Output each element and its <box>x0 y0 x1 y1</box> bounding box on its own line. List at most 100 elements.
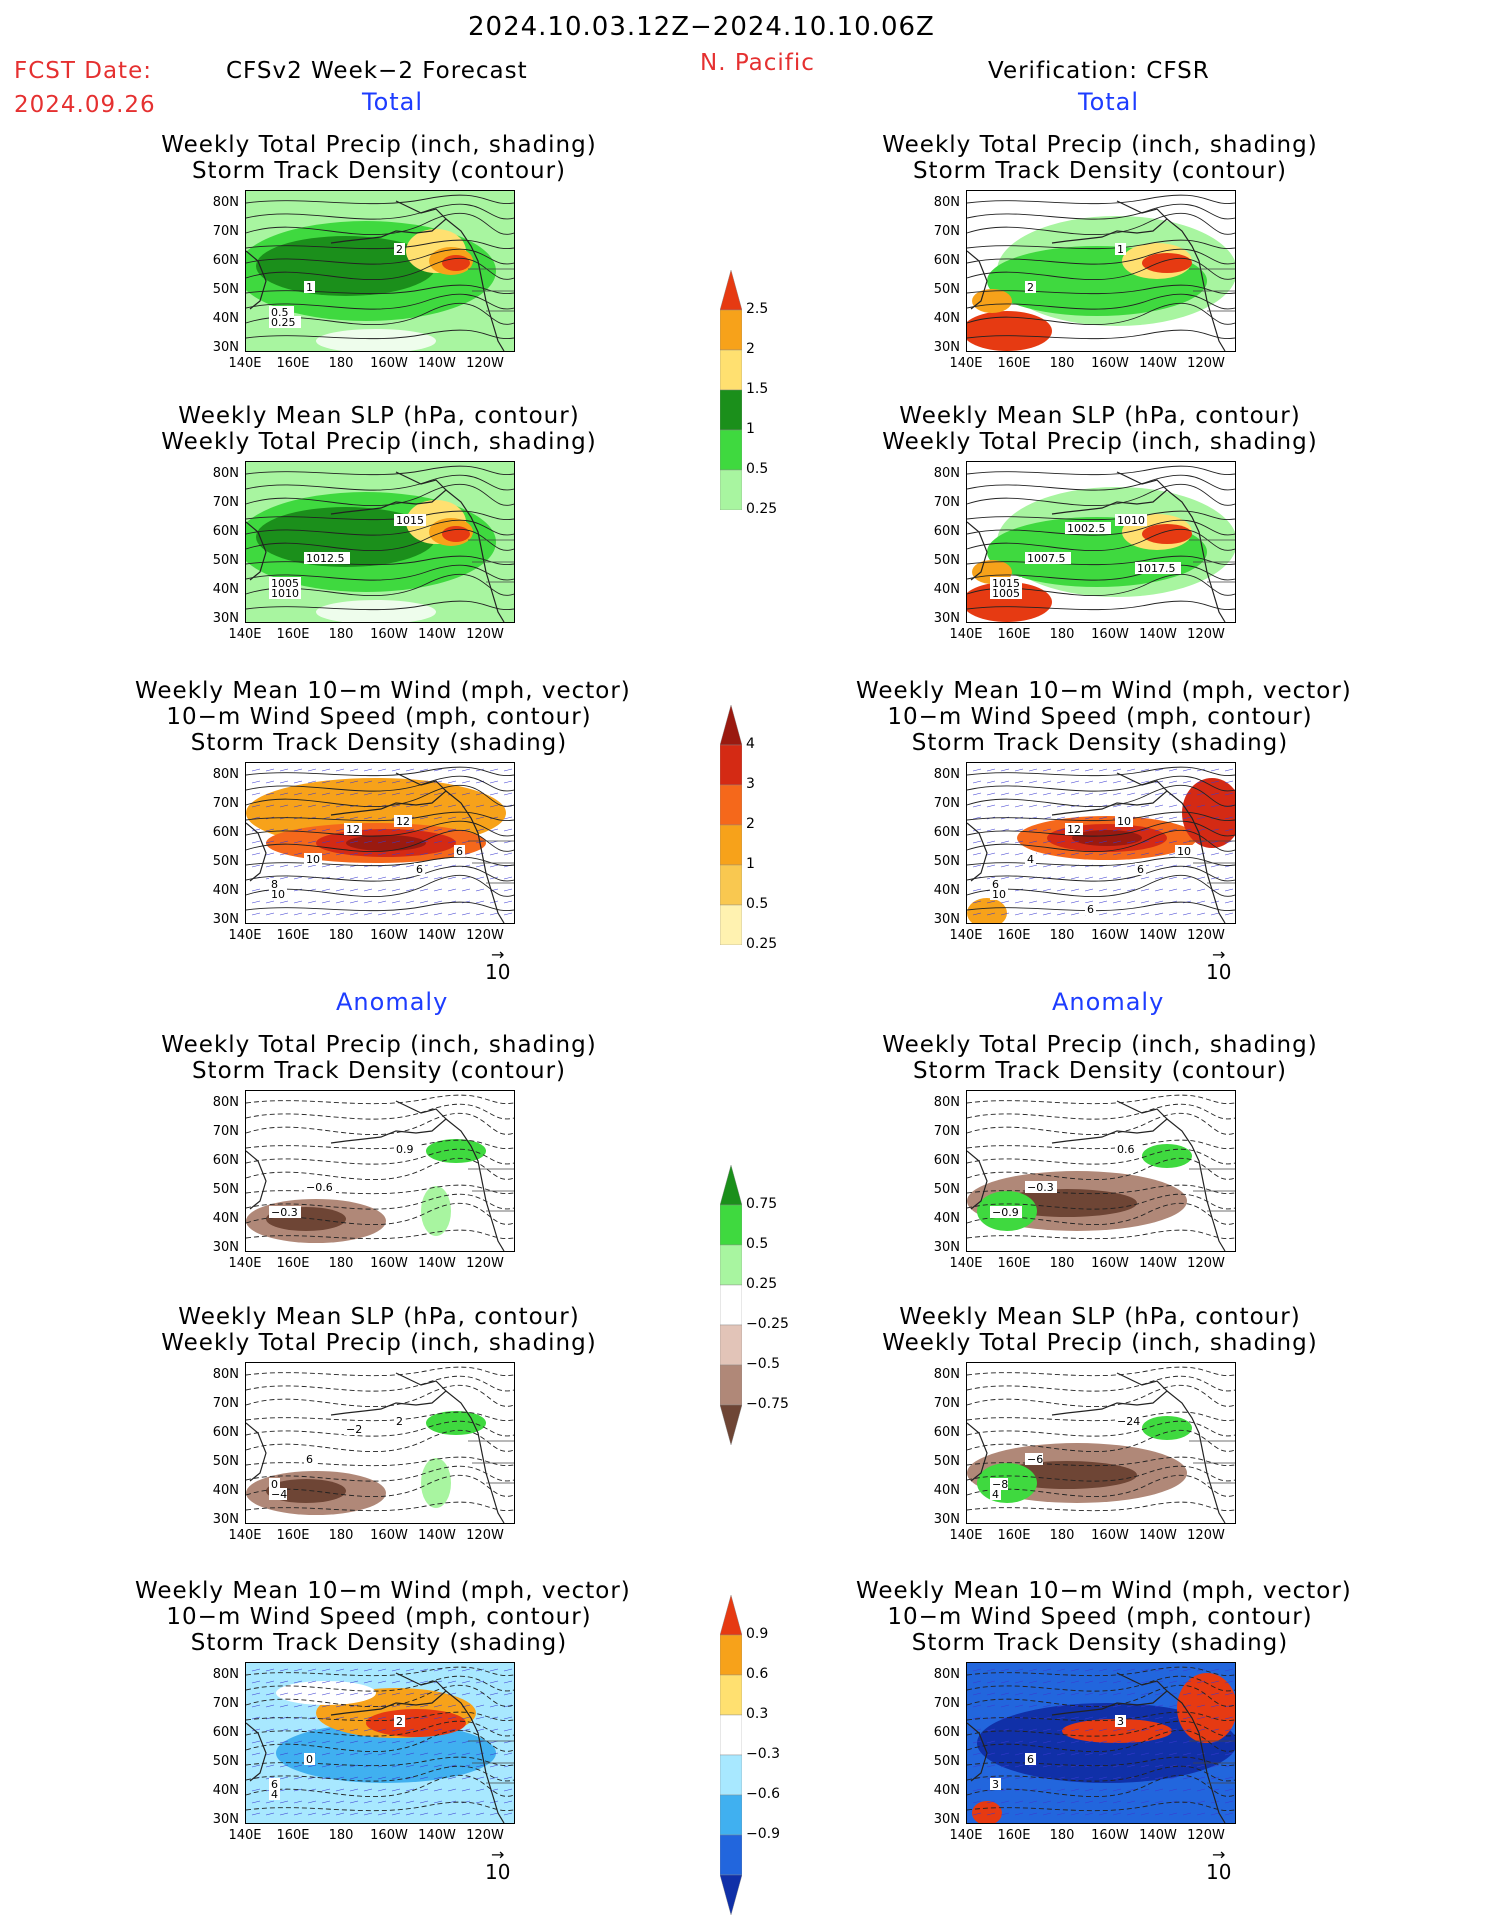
wind-vector <box>1154 900 1164 904</box>
wind-vector <box>1014 1692 1024 1696</box>
lon-tick-label: 140E <box>228 356 262 371</box>
wind-vector <box>1084 1668 1094 1672</box>
forecast-wind-storm-title-line: 10−m Wind Speed (mph, contour) <box>166 704 592 730</box>
wind-vector <box>1154 816 1164 820</box>
wind-vector <box>489 768 499 772</box>
lat-tick-label: 80N <box>933 767 960 782</box>
wind-vector <box>1084 852 1094 856</box>
lat-tick-label: 50N <box>933 553 960 568</box>
wind-vector <box>1112 1668 1122 1672</box>
contour-label-bg <box>1115 1715 1126 1727</box>
wind-vector <box>1098 1668 1108 1672</box>
wind-vector <box>293 780 303 784</box>
verification-precip-storm-anomaly-contour-label: −0.9 <box>992 1206 1019 1219</box>
wind-vector <box>1056 1740 1066 1744</box>
wind-vector <box>489 1812 499 1816</box>
wind-vector <box>986 1752 996 1756</box>
lon-tick-label: 160W <box>1091 627 1129 642</box>
wind-vector <box>349 1728 359 1732</box>
wind-vector <box>349 1680 359 1684</box>
wind-vector <box>433 804 443 808</box>
precip-fill-max <box>1142 253 1192 273</box>
wind-vector <box>433 840 443 844</box>
wind-vector <box>461 1776 471 1780</box>
contour-line <box>246 1729 514 1752</box>
wind-vector <box>293 1812 303 1816</box>
coastline-asia <box>967 521 988 581</box>
wind-vector <box>1196 1716 1206 1720</box>
wind-vector <box>503 876 513 880</box>
wind-vector <box>972 1740 982 1744</box>
wind-vector <box>1070 780 1080 784</box>
wind-vector <box>1140 1716 1150 1720</box>
precip-total-colorbar-swatch <box>719 429 743 471</box>
wind-vector <box>1126 1668 1136 1672</box>
wind-vector <box>265 1740 275 1744</box>
verification-slp-precip-anomaly-map: −24 −6 −8 4 <box>966 1362 1236 1524</box>
coastline-asia <box>967 1722 988 1782</box>
contour-line <box>967 212 1235 235</box>
wind-vector <box>265 1704 275 1708</box>
precip-fill-max-sw <box>967 582 1052 622</box>
contour-line <box>246 329 514 340</box>
wind-vector <box>1084 1776 1094 1780</box>
contour-line <box>246 1756 514 1767</box>
wind-vector <box>1070 1776 1080 1780</box>
contour-line <box>967 302 1235 325</box>
wind-vector <box>1154 1776 1164 1780</box>
wind-vector <box>503 780 513 784</box>
wind-vector <box>1042 900 1052 904</box>
coastline-west-coast <box>1166 1118 1226 1251</box>
contour-line <box>967 1157 1235 1180</box>
wind-vector <box>1014 900 1024 904</box>
wind-vector <box>363 1752 373 1756</box>
wind-vector <box>1154 1812 1164 1816</box>
contour-line <box>967 1103 1235 1120</box>
wind-vector <box>1154 888 1164 892</box>
contour-label-bg <box>1115 243 1126 255</box>
lat-tick-label: 40N <box>933 311 960 326</box>
wind-vector <box>1154 1704 1164 1708</box>
storm-anomaly-colorbar-label: −0.9 <box>746 1826 780 1842</box>
lon-tick-label: 120W <box>1187 356 1225 371</box>
verification-slp-precip-contour-label: 1010 <box>1117 514 1145 527</box>
lon-tick-label: 120W <box>1187 627 1225 642</box>
wind-vector <box>433 912 443 916</box>
wind-vector <box>377 1788 387 1792</box>
contour-line <box>967 528 1235 551</box>
lat-tick-label: 70N <box>933 1696 960 1711</box>
wind-vector <box>405 864 415 868</box>
wind-vector <box>1084 900 1094 904</box>
wind-vector <box>1126 1800 1136 1804</box>
wind-vector <box>279 1800 289 1804</box>
wind-vector <box>1210 1668 1220 1672</box>
wind-vector <box>405 1800 415 1804</box>
border-lines <box>468 1740 514 1784</box>
wind-vector <box>1028 1668 1038 1672</box>
forecast-precip-storm-map: 2 1 0.5 0.25 <box>245 190 515 352</box>
wind-vector <box>1224 876 1234 880</box>
wind-vector <box>1126 852 1136 856</box>
wind-vector <box>461 1692 471 1696</box>
wind-vector <box>1196 804 1206 808</box>
wind-vector <box>349 840 359 844</box>
lon-tick-label: 160W <box>370 1528 408 1543</box>
contour-line <box>246 1501 514 1512</box>
lat-tick-label: 80N <box>212 1667 239 1682</box>
lat-tick-label: 50N <box>933 854 960 869</box>
wind-vector <box>1000 840 1010 844</box>
wind-vector <box>251 840 261 844</box>
wind-vector <box>335 804 345 808</box>
contour-line <box>967 293 1235 310</box>
coastline-alaska <box>330 1672 447 1716</box>
contour-line <box>967 474 1235 491</box>
precip-anomaly-colorbar-label: −0.25 <box>746 1316 789 1332</box>
lat-tick-label: 80N <box>933 1367 960 1382</box>
wind-vector <box>391 792 401 796</box>
wind-vector <box>1140 1752 1150 1756</box>
wind-vector <box>1196 1788 1206 1792</box>
wind-vector <box>1210 864 1220 868</box>
wind-vector <box>1042 768 1052 772</box>
wind-vector <box>1140 1668 1150 1672</box>
wind-vector <box>1056 1668 1066 1672</box>
